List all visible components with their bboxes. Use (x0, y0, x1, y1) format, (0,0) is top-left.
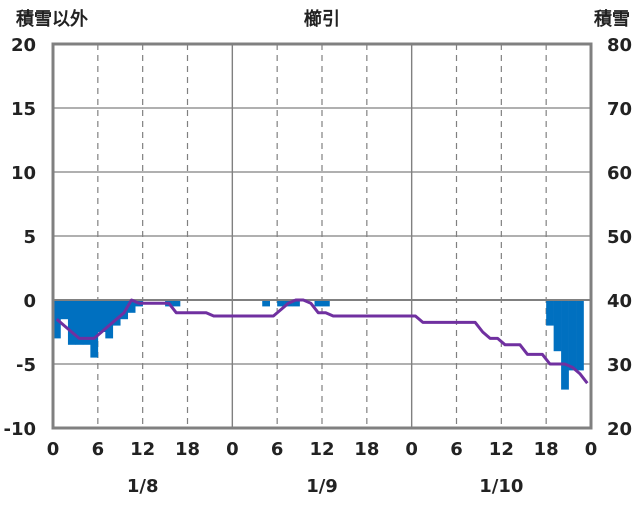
bar (322, 300, 330, 307)
plot-border (51, 42, 593, 430)
x-tick-label: 6 (271, 439, 284, 460)
bar (120, 300, 129, 320)
bar (172, 300, 181, 307)
x-tick-label: 18 (354, 439, 379, 460)
bar (262, 300, 270, 307)
bar (546, 300, 554, 326)
left-tick-label: 20 (11, 35, 36, 56)
bar (292, 300, 300, 307)
bar (67, 300, 76, 345)
x-tick-label: 12 (489, 439, 514, 460)
x-tick-label: 18 (534, 439, 559, 460)
bar (112, 300, 121, 326)
right-tick-label: 60 (607, 163, 632, 184)
date-label: 1/8 (127, 476, 159, 497)
bar (568, 300, 577, 371)
bar (97, 300, 106, 332)
right-tick-label: 50 (607, 227, 632, 248)
x-tick-label: 12 (309, 439, 334, 460)
bar (82, 300, 91, 345)
right-tick-label: 30 (607, 355, 632, 376)
right-tick-label: 20 (607, 419, 632, 440)
x-tick-label: 6 (92, 439, 105, 460)
bar (314, 300, 323, 307)
x-tick-label: 18 (175, 439, 200, 460)
date-label: 1/9 (306, 476, 338, 497)
bar (553, 300, 562, 352)
right-axis-label: 積雪 (593, 8, 630, 30)
bar (75, 300, 84, 345)
left-tick-label: 0 (23, 291, 36, 312)
chart-title: 櫛引 (304, 8, 340, 30)
bar (60, 300, 69, 320)
left-tick-label: -5 (16, 355, 36, 376)
x-tick-label: 12 (130, 439, 155, 460)
plot-frame (51, 42, 593, 430)
x-tick-label: 0 (226, 439, 239, 460)
bar (277, 300, 285, 307)
right-tick-label: 70 (607, 99, 632, 120)
x-tick-label: 0 (585, 439, 598, 460)
grid (53, 44, 591, 428)
bar (127, 300, 136, 313)
left-tick-label: 5 (23, 227, 36, 248)
bar (561, 300, 569, 390)
left-tick-label: 15 (11, 99, 36, 120)
x-tick-label: 0 (405, 439, 418, 460)
left-axis-label: 積雪以外 (15, 8, 88, 30)
x-tick-label: 6 (450, 439, 463, 460)
bar (90, 300, 99, 358)
left-tick-label: 10 (11, 163, 36, 184)
x-tick-label: 0 (47, 439, 60, 460)
right-tick-label: 40 (607, 291, 632, 312)
right-tick-label: 80 (607, 35, 632, 56)
bar (576, 300, 584, 371)
date-label: 1/10 (479, 476, 523, 497)
bar (105, 300, 114, 339)
left-tick-label: -10 (3, 419, 36, 440)
snow-depth-line (55, 298, 589, 385)
line-series (55, 298, 589, 385)
